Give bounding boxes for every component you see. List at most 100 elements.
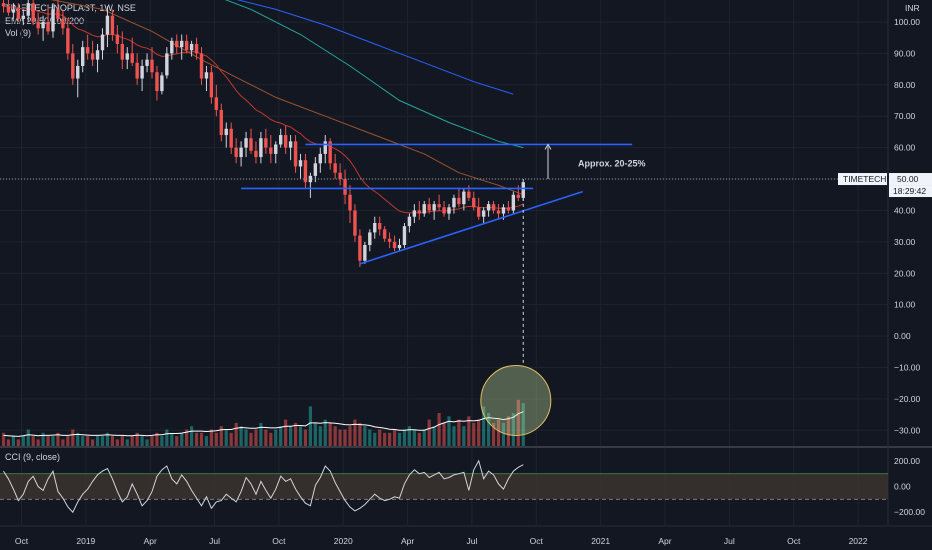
time-axis-label: 2019: [76, 536, 95, 546]
ema200-line: [236, 0, 514, 95]
volume-bar: [86, 436, 90, 446]
candle-body: [234, 147, 238, 158]
time-axis-label: Jul: [467, 536, 478, 546]
candle-body: [155, 72, 159, 92]
candle-body: [269, 147, 273, 154]
volume-bar: [41, 432, 45, 446]
volume-bar: [36, 439, 40, 446]
candle-body: [353, 210, 357, 236]
volume-bar: [229, 432, 233, 446]
volume-bar: [318, 426, 322, 446]
volume-bar: [303, 429, 308, 446]
support-trendline[interactable]: [359, 190, 583, 265]
volume-bar: [11, 436, 15, 446]
volume-bar: [145, 439, 149, 446]
volume-bar: [26, 429, 30, 446]
candle-body: [308, 175, 313, 183]
volume-bar: [338, 429, 342, 446]
volume-bar: [383, 432, 387, 446]
volume-bar: [447, 416, 451, 446]
volume-bar: [432, 426, 436, 446]
volume-bar: [66, 436, 70, 446]
volume-bar: [289, 426, 293, 446]
candle-body: [481, 210, 486, 217]
volume-bar: [194, 432, 199, 446]
candle-body: [348, 194, 352, 211]
volume-bar: [125, 439, 129, 446]
volume-bar: [165, 429, 169, 446]
volume-bar: [100, 436, 105, 446]
candle-body: [382, 229, 387, 239]
candle-body: [219, 109, 223, 136]
price-tick-label: 80.00: [894, 80, 916, 90]
ema-legend[interactable]: EMA 20/50/100/200: [5, 16, 85, 26]
price-tick-label: 100.00: [894, 17, 920, 27]
candle-body: [486, 204, 491, 211]
price-tick-label: 60.00: [894, 143, 916, 153]
candle-body: [467, 191, 471, 198]
candle-body: [313, 163, 318, 176]
candle-body: [343, 179, 347, 195]
volume-bar: [516, 399, 520, 446]
candle-body: [501, 207, 506, 214]
ema50-line: [50, 0, 524, 196]
candle-body: [184, 40, 189, 51]
candle-body: [90, 53, 95, 60]
volume-bar: [214, 432, 218, 446]
candle-body: [288, 141, 293, 148]
candle-body: [283, 135, 288, 148]
candle-body: [338, 172, 342, 180]
volume-legend[interactable]: Vol (9): [5, 28, 32, 38]
volume-bar: [284, 419, 288, 446]
volume-bar: [363, 426, 367, 446]
volume-ma-line: [3, 411, 524, 437]
symbol-legend[interactable]: TIME TECHNOPLAST, 1W, NSE: [5, 3, 136, 13]
candle-body: [41, 21, 45, 29]
candle-body: [358, 235, 362, 261]
volume-bar: [313, 422, 317, 446]
volume-bar: [274, 429, 278, 446]
volume-bar: [46, 436, 50, 446]
volume-bar: [224, 429, 228, 446]
volume-bar: [249, 432, 253, 446]
symbol-label-box[interactable]: [838, 173, 887, 186]
volume-bar: [1, 432, 6, 446]
volume-bar: [190, 426, 194, 446]
price-tick-label: −20.00: [894, 394, 921, 404]
volume-bar: [477, 419, 481, 446]
candle-body: [16, 9, 21, 19]
volume-bar: [397, 432, 402, 446]
volume-bar: [95, 436, 100, 446]
volume-bar: [501, 422, 506, 446]
volume-bar: [407, 426, 411, 446]
volume-bar: [422, 429, 426, 446]
time-axis-label: 2022: [849, 536, 868, 546]
candle-body: [51, 9, 55, 32]
candle-body: [120, 43, 124, 60]
price-label-box[interactable]: [889, 173, 932, 186]
volume-bar: [437, 413, 441, 446]
cci-legend[interactable]: CCI (9, close): [5, 452, 61, 462]
price-tick-label: 0.00: [894, 331, 911, 341]
candle-body: [194, 43, 199, 54]
candle-body: [373, 223, 377, 233]
candle-body: [412, 210, 417, 217]
candle-body: [279, 135, 283, 145]
volume-bar: [61, 439, 65, 446]
price-tick-label: 40.00: [894, 205, 916, 215]
volume-highlight-circle[interactable]: [480, 364, 552, 436]
time-axis-label: 2020: [334, 536, 353, 546]
volume-bar: [373, 432, 377, 446]
volume-bar: [21, 436, 25, 446]
price-tick-label: −10.00: [894, 362, 921, 372]
volume-bar: [308, 406, 312, 446]
volume-bar: [16, 439, 20, 446]
candle-body: [368, 232, 372, 245]
volume-bar: [259, 422, 263, 446]
volume-bar: [199, 432, 204, 446]
candle-body: [397, 244, 402, 249]
volume-bar: [140, 436, 144, 446]
candle-body: [180, 40, 184, 48]
cci-line: [3, 459, 524, 514]
